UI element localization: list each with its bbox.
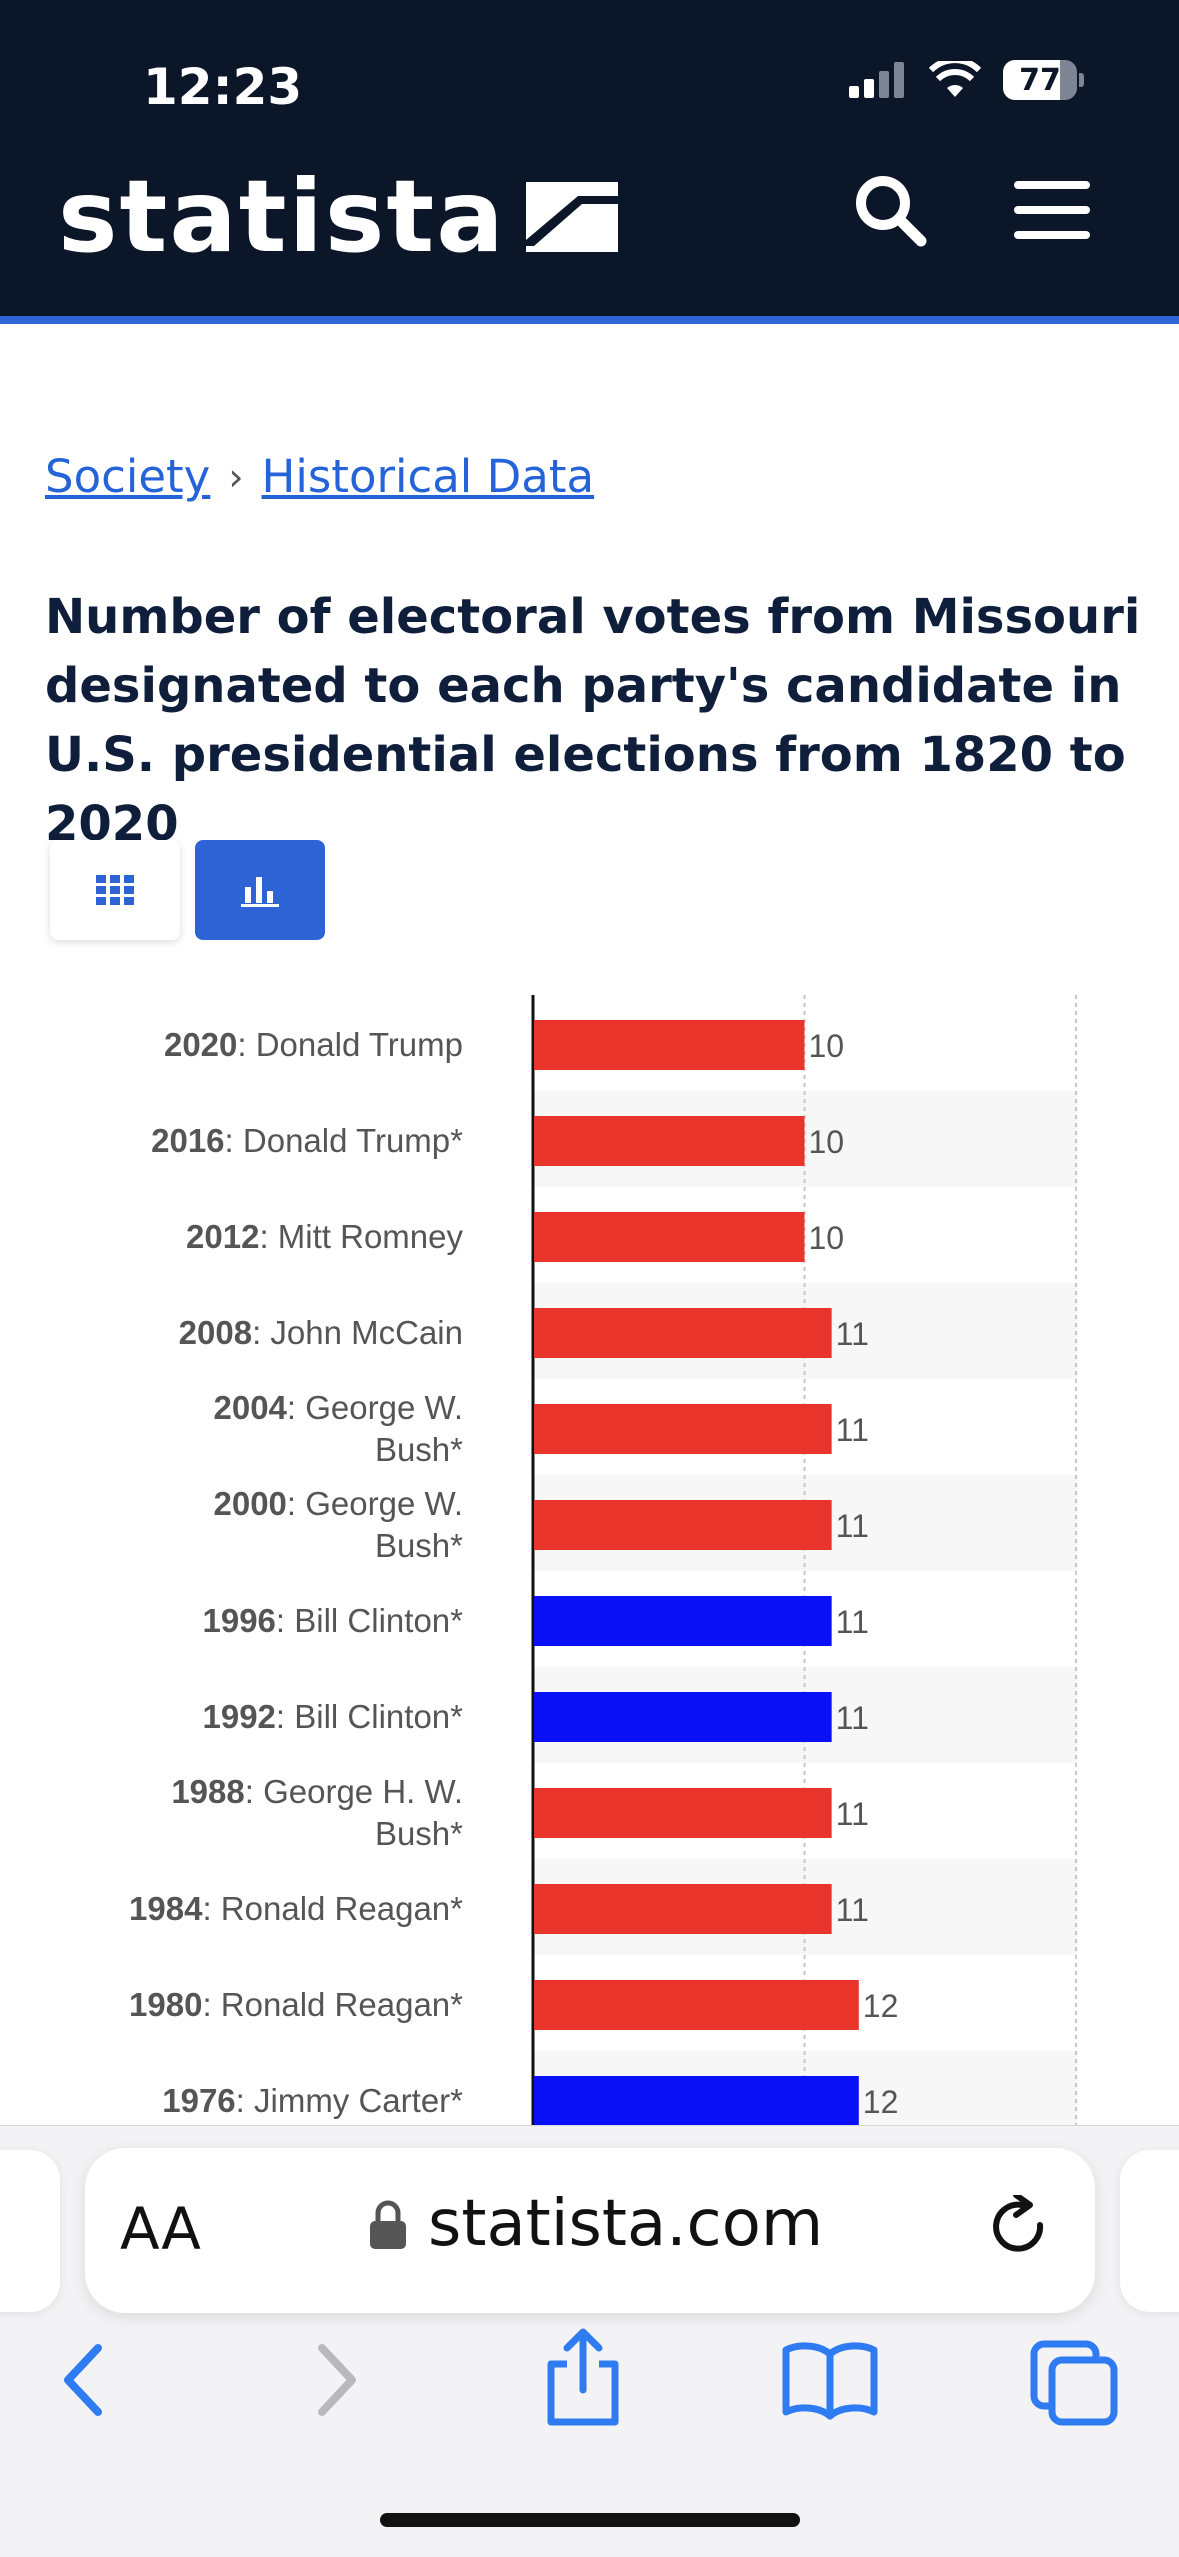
bar xyxy=(534,1596,832,1646)
forward-button[interactable] xyxy=(312,2340,362,2425)
share-button[interactable] xyxy=(545,2328,621,2433)
logo-mark-icon xyxy=(525,181,618,252)
data-label: 11 xyxy=(836,1316,869,1352)
data-label: 11 xyxy=(836,1412,869,1448)
statista-logo[interactable]: statista xyxy=(58,158,618,275)
breadcrumb: Society › Historical Data xyxy=(45,450,594,503)
bar xyxy=(534,1500,832,1550)
data-label: 11 xyxy=(836,1508,869,1544)
status-time: 12:23 xyxy=(143,58,303,116)
site-header xyxy=(0,0,1179,316)
lock-icon xyxy=(370,2200,406,2249)
back-chevron-icon xyxy=(64,2344,102,2416)
table-grid-icon xyxy=(96,875,134,905)
text-size-button[interactable]: AA xyxy=(120,2195,201,2263)
share-icon xyxy=(547,2328,619,2426)
cellular-signal-icon xyxy=(849,62,904,98)
bar xyxy=(534,1788,832,1838)
category-label: 1980: Ronald Reagan* xyxy=(129,1986,463,2023)
battery-icon: 77 xyxy=(1003,60,1084,100)
home-indicator xyxy=(380,2513,800,2527)
category-label: 2000: George W. Bush* xyxy=(214,1485,464,1564)
bar xyxy=(534,1308,832,1358)
category-label: 1992: Bill Clinton* xyxy=(203,1698,464,1735)
reload-button[interactable] xyxy=(990,2192,1052,2268)
data-label: 10 xyxy=(809,1124,845,1160)
category-label: 2020: Donald Trump xyxy=(164,1026,463,1063)
electoral-votes-bar-chart: 2020: Donald Trump 10 2016: Donald Trump* 1… xyxy=(129,995,1078,2125)
tabs-button[interactable] xyxy=(1030,2340,1120,2431)
next-tab-card[interactable] xyxy=(1120,2150,1179,2312)
category-label: 1988: George H. W. Bush* xyxy=(171,1773,463,1852)
status-icons: 77 xyxy=(849,60,1084,100)
category-label: 1976: Jimmy Carter* xyxy=(162,2082,463,2119)
url-text: statista.com xyxy=(428,2187,824,2261)
tabs-icon xyxy=(1030,2340,1118,2426)
back-button[interactable] xyxy=(58,2340,108,2425)
logo-wordmark: statista xyxy=(58,158,506,275)
text-size-label: AA xyxy=(120,2195,201,2263)
data-label: 10 xyxy=(809,1028,845,1064)
bookmarks-button[interactable] xyxy=(782,2340,878,2425)
forward-chevron-icon xyxy=(318,2344,356,2416)
data-label: 11 xyxy=(836,1700,869,1736)
battery-level: 77 xyxy=(1019,62,1061,98)
data-label: 11 xyxy=(836,1892,869,1928)
bar xyxy=(534,1980,859,2030)
bar-chart-icon xyxy=(241,877,279,907)
bar xyxy=(534,1212,805,1262)
category-label: 2008: John McCain xyxy=(179,1314,463,1351)
reload-icon xyxy=(993,2192,1044,2252)
bar xyxy=(534,1116,805,1166)
menu-button[interactable] xyxy=(1012,170,1092,250)
menu-icon xyxy=(1014,181,1090,239)
category-label: 1996: Bill Clinton* xyxy=(203,1602,464,1639)
data-label: 10 xyxy=(809,1220,845,1256)
bar xyxy=(534,1404,832,1454)
table-view-button[interactable] xyxy=(50,840,180,940)
bar xyxy=(534,1884,832,1934)
previous-tab-card[interactable] xyxy=(0,2150,60,2312)
header-border xyxy=(0,316,1179,324)
category-label: 2012: Mitt Romney xyxy=(186,1218,463,1255)
wifi-icon xyxy=(929,61,981,97)
data-label: 11 xyxy=(836,1796,869,1832)
breadcrumb-historical-data[interactable]: Historical Data xyxy=(261,450,595,503)
search-icon xyxy=(856,176,927,247)
bar xyxy=(534,1020,805,1070)
search-button[interactable] xyxy=(850,170,930,250)
data-label: 12 xyxy=(863,1988,899,2024)
url-display[interactable]: statista.com xyxy=(370,2187,823,2261)
page-title: Number of electoral votes from Missouri … xyxy=(45,589,1141,852)
category-label: 2004: George W. Bush* xyxy=(214,1389,464,1468)
data-label: 11 xyxy=(836,1604,869,1640)
category-label: 1984: Ronald Reagan* xyxy=(129,1890,463,1927)
address-bar[interactable] xyxy=(85,2148,1095,2313)
breadcrumb-society[interactable]: Society xyxy=(45,450,211,503)
bookmarks-icon xyxy=(782,2342,878,2420)
chart-view-button[interactable] xyxy=(195,840,325,940)
breadcrumb-separator: › xyxy=(228,454,244,499)
data-label: 12 xyxy=(863,2084,899,2120)
bar xyxy=(534,1692,832,1742)
category-label: 2016: Donald Trump* xyxy=(151,1122,463,1159)
bar xyxy=(534,2076,859,2125)
